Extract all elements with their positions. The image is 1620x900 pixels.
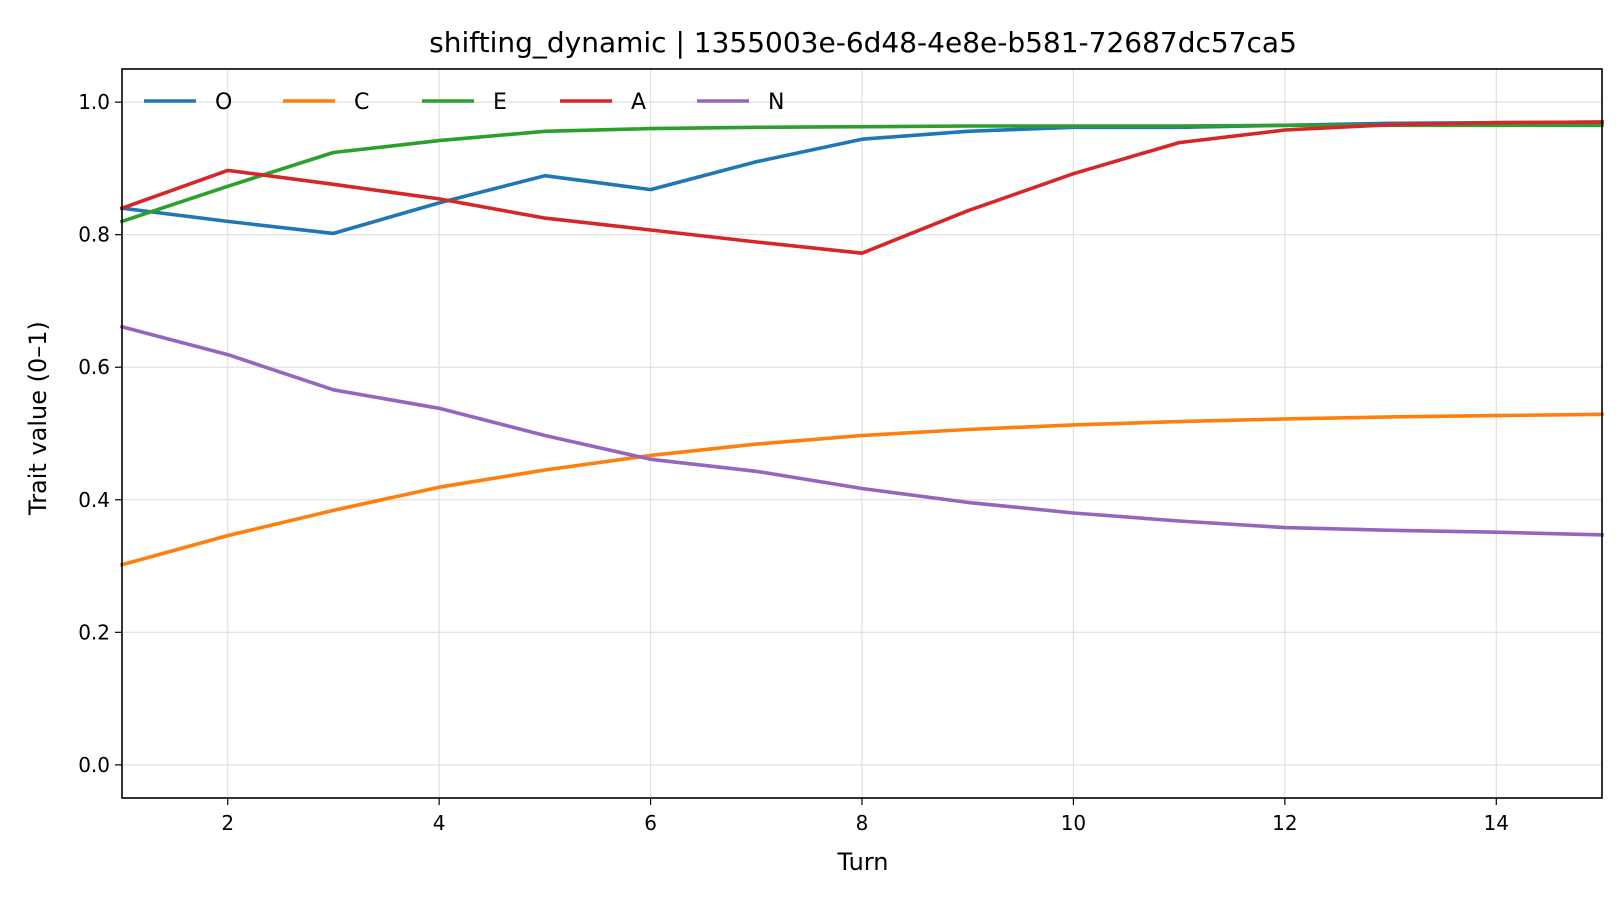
y-axis-ticks: 0.0 0.2 0.4 0.6 0.8 1.0 — [78, 90, 122, 777]
series-line-a — [119, 120, 1604, 255]
y-tick-label: 1.0 — [78, 90, 110, 114]
series-line-c — [119, 412, 1604, 567]
x-tick-label: 10 — [1061, 811, 1086, 835]
x-tick-label: 8 — [856, 811, 869, 835]
x-tick-label: 12 — [1272, 811, 1297, 835]
y-tick-label: 0.2 — [78, 620, 110, 644]
series-lines — [119, 120, 1604, 567]
y-tick-label: 0.6 — [78, 355, 110, 379]
series-line-n — [119, 324, 1604, 537]
legend-label-a: A — [631, 90, 646, 115]
legend-label-e: E — [493, 90, 507, 115]
x-tick-label: 4 — [433, 811, 446, 835]
x-tick-label: 14 — [1484, 811, 1509, 835]
x-tick-label: 6 — [644, 811, 657, 835]
y-tick-label: 0.4 — [78, 488, 110, 512]
chart-title: shifting_dynamic | 1355003e-6d48-4e8e-b5… — [429, 26, 1297, 59]
x-tick-label: 2 — [221, 811, 234, 835]
y-axis-label: Trait value (0–1) — [24, 321, 52, 516]
y-tick-label: 0.8 — [78, 223, 110, 247]
legend-label-n: N — [768, 90, 784, 115]
x-axis-ticks: 2 4 6 8 10 12 14 — [221, 798, 1509, 835]
y-tick-label: 0.0 — [78, 753, 110, 777]
legend-label-c: C — [354, 90, 369, 115]
legend-label-o: O — [215, 90, 232, 115]
x-axis-label: Turn — [837, 848, 889, 876]
